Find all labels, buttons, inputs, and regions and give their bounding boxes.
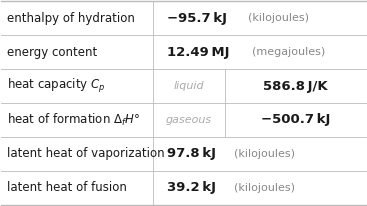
Text: enthalpy of hydration: enthalpy of hydration [7,12,135,25]
Text: energy content: energy content [7,46,97,59]
Text: (kilojoules): (kilojoules) [234,149,295,159]
Text: gaseous: gaseous [166,115,212,125]
Text: heat capacity $C_p$: heat capacity $C_p$ [7,77,105,95]
Text: latent heat of fusion: latent heat of fusion [7,181,127,194]
Text: (kilojoules): (kilojoules) [234,183,295,193]
Text: 39.2 kJ: 39.2 kJ [167,181,216,194]
Text: −500.7 kJ: −500.7 kJ [261,114,330,126]
Text: liquid: liquid [174,81,204,91]
Text: heat of formation $\Delta_f H$°: heat of formation $\Delta_f H$° [7,112,140,128]
Text: 586.8 J/K: 586.8 J/K [263,80,328,92]
Text: 97.8 kJ: 97.8 kJ [167,147,216,160]
Text: latent heat of vaporization: latent heat of vaporization [7,147,164,160]
Text: (megajoules): (megajoules) [251,47,325,57]
Text: −95.7 kJ: −95.7 kJ [167,12,227,25]
Text: 12.49 MJ: 12.49 MJ [167,46,230,59]
Text: (kilojoules): (kilojoules) [248,13,309,23]
